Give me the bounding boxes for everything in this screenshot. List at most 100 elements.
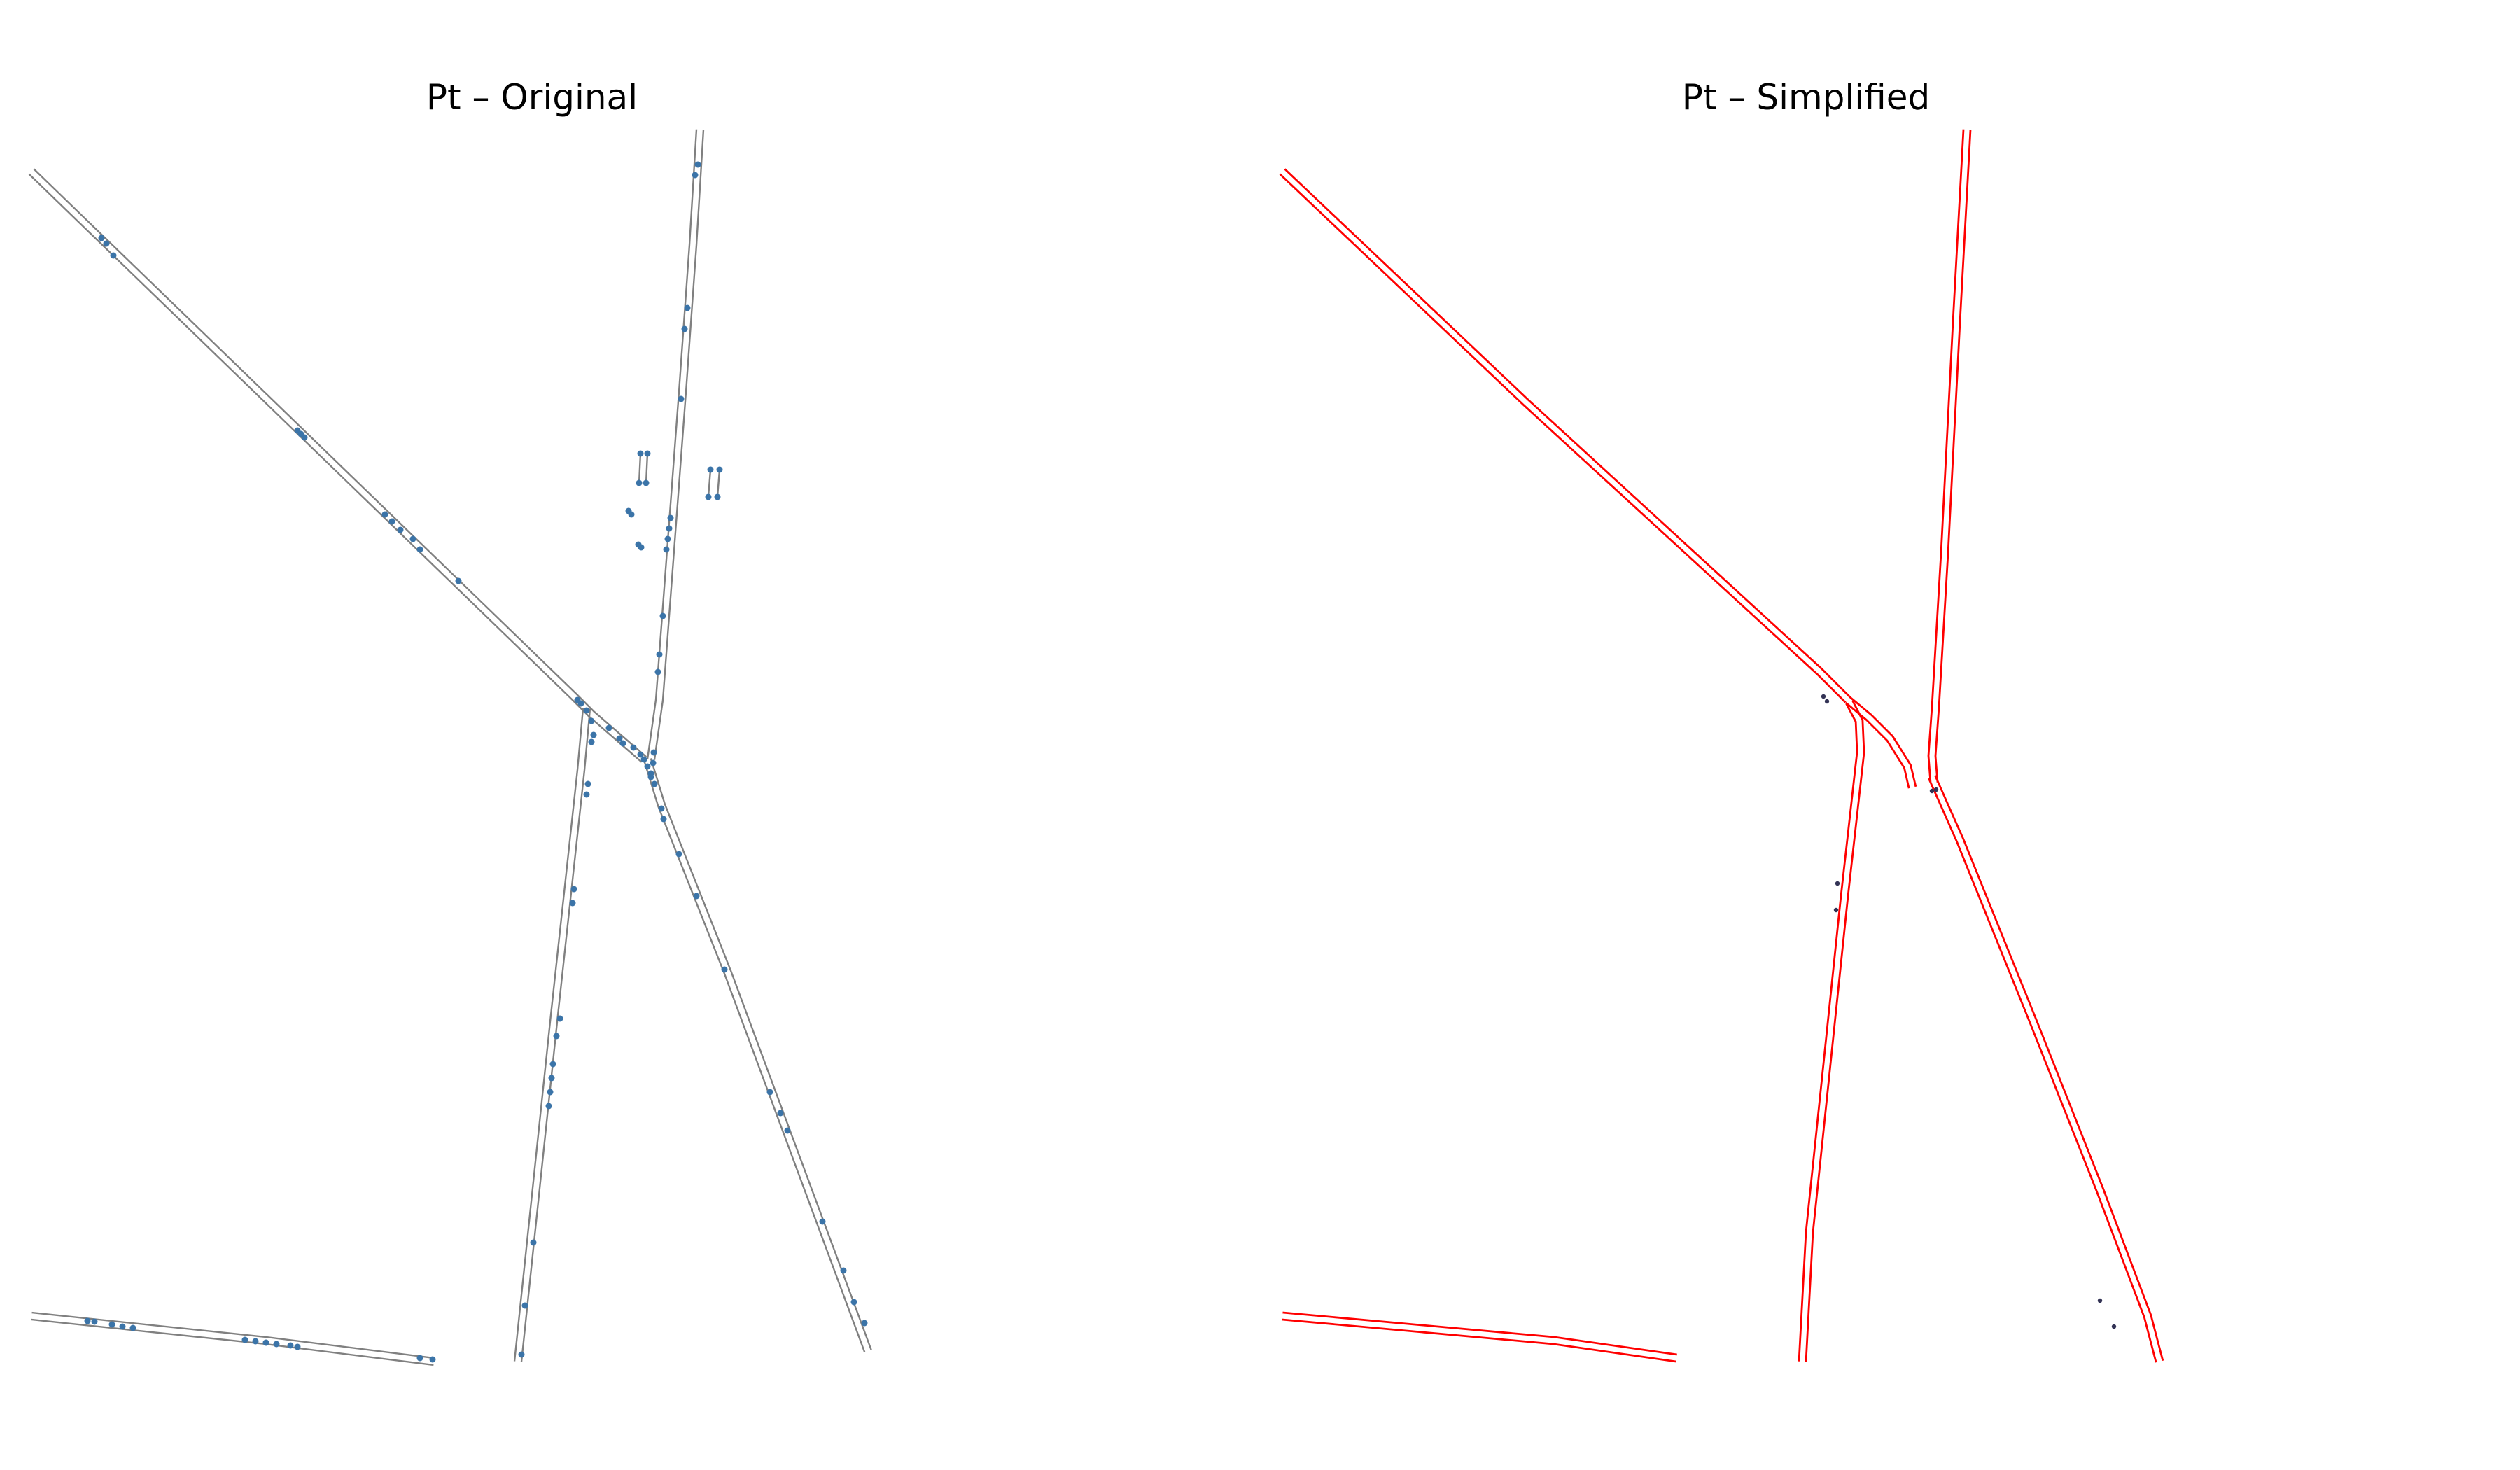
road-edge [1284, 168, 1851, 699]
road-node [606, 724, 612, 732]
road-edge [1282, 1311, 1677, 1356]
road-edge [31, 1311, 435, 1359]
road-node [654, 668, 662, 676]
road-node [103, 240, 110, 247]
road-edge [33, 168, 648, 758]
road-node [388, 518, 396, 525]
road-node [98, 234, 105, 241]
road-edge [1928, 778, 2157, 1363]
road-node [588, 738, 595, 746]
road-node [522, 1302, 528, 1309]
road-edge [653, 130, 705, 760]
road-node [553, 1032, 560, 1040]
road-nodes [84, 161, 868, 1363]
road-node [819, 1218, 826, 1225]
road-edge [1934, 775, 2164, 1362]
road-node [1835, 881, 1840, 886]
road-node [648, 770, 654, 777]
road-edge [1798, 703, 1858, 1362]
road-node [721, 966, 728, 973]
road-node [637, 450, 644, 457]
road-node [119, 1323, 126, 1330]
road-node [273, 1340, 280, 1348]
road-node [630, 744, 637, 751]
road-node [550, 1060, 556, 1068]
road-node [547, 1088, 554, 1096]
road-node [556, 1015, 564, 1022]
road-node [455, 578, 462, 584]
road-edge [1805, 700, 1865, 1362]
road-node [777, 1110, 784, 1116]
road-node [616, 735, 623, 742]
road-node [640, 756, 648, 763]
road-node [628, 511, 635, 518]
panel-title-simplified: Pt – Simplified [1681, 77, 1931, 118]
road-node [1929, 788, 1935, 794]
road-node [658, 805, 665, 812]
road-node [130, 1324, 136, 1331]
road-node [397, 526, 404, 533]
road-node [252, 1338, 259, 1345]
road-node [850, 1298, 858, 1306]
road-node [287, 1342, 294, 1349]
road-edge [520, 708, 592, 1362]
road-node [2097, 1298, 2103, 1303]
road-edge [707, 469, 712, 498]
road-node [590, 732, 597, 738]
road-node [692, 172, 699, 178]
road-edge [1927, 129, 1965, 783]
road-node [294, 1343, 301, 1350]
panel-title-original: Pt – Original [426, 77, 638, 118]
road-nodes [1821, 694, 2117, 1329]
road-edge [646, 129, 698, 760]
road-node [548, 1074, 555, 1082]
road-node [1933, 787, 1939, 792]
network-map-simplified [1279, 129, 2164, 1363]
road-node [766, 1088, 774, 1096]
road-node [84, 1317, 91, 1324]
road-edge [31, 1318, 434, 1366]
road-node [570, 886, 578, 892]
road-node [636, 479, 643, 486]
road-node [659, 612, 666, 620]
road-node [650, 760, 657, 766]
road-node [784, 1127, 791, 1134]
road-node [705, 493, 712, 500]
road-node [694, 161, 701, 168]
road-node [110, 252, 117, 259]
road-node [716, 466, 723, 473]
road-node [693, 892, 700, 899]
road-node [301, 434, 308, 441]
panel-simplified: Pt – Simplified [1260, 0, 2520, 1470]
road-node [644, 450, 651, 457]
road-node [656, 651, 663, 658]
road-node [583, 707, 590, 714]
road-node [638, 544, 645, 551]
road-node [262, 1339, 270, 1346]
road-node [1824, 699, 1830, 704]
road-node [681, 326, 688, 332]
road-node [707, 466, 714, 473]
road-node [578, 700, 584, 707]
road-node [584, 780, 592, 788]
road-node [663, 546, 670, 553]
road-edge [1934, 130, 1972, 783]
road-edges [28, 129, 872, 1366]
road-node [518, 1351, 525, 1358]
road-edges [1279, 129, 2164, 1363]
road-node [108, 1321, 115, 1328]
road-node [684, 304, 691, 312]
road-node [666, 525, 673, 532]
road-node [643, 479, 650, 486]
road-node [583, 791, 590, 798]
road-node [714, 493, 721, 500]
road-edge [650, 758, 872, 1350]
road-node [545, 1102, 552, 1110]
road-node [651, 780, 658, 788]
network-map-original [28, 129, 872, 1366]
road-node [416, 1354, 424, 1362]
road-node [650, 749, 657, 756]
road-node [678, 396, 685, 402]
panel-original: Pt – Original [28, 77, 872, 1366]
road-edge [1282, 1318, 1676, 1363]
